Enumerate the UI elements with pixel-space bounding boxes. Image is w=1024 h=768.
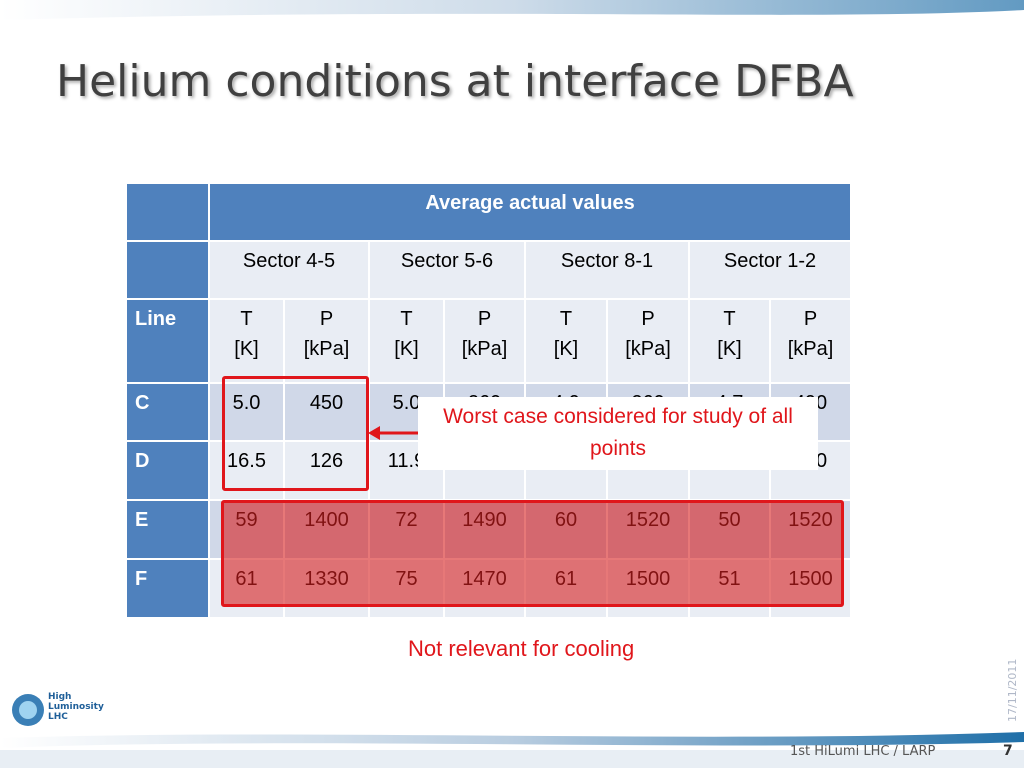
- unit-text: P: [477, 308, 492, 330]
- sector-header: Sector 4-5: [209, 241, 369, 299]
- row-label: E: [126, 500, 209, 559]
- unit-text: [K]: [394, 338, 419, 360]
- group-header: Average actual values: [209, 183, 851, 241]
- unit-text: T: [400, 308, 413, 330]
- value-cell: 5.0: [209, 383, 284, 441]
- corner-cell: [126, 241, 209, 299]
- highlight-overlay: [221, 500, 844, 607]
- value-cell: 450: [284, 383, 369, 441]
- footer-event: 1st HiLumi LHC / LARP: [790, 744, 936, 759]
- page-number: 7: [1003, 743, 1013, 759]
- row-label: D: [126, 441, 209, 500]
- value-cell: 11.9: [369, 441, 444, 500]
- unit-header: T [K]: [689, 299, 770, 383]
- note: Not relevant for cooling: [408, 636, 635, 661]
- unit-text: [kPa]: [625, 338, 671, 360]
- sector-header: Sector 5-6: [369, 241, 525, 299]
- unit-text: [kPa]: [461, 338, 508, 360]
- unit-text: P: [641, 308, 655, 330]
- unit-text: P: [319, 308, 334, 330]
- logo-text: LHC: [48, 712, 68, 722]
- unit-text: [K]: [234, 338, 259, 360]
- unit-header: T [K]: [369, 299, 444, 383]
- unit-header: P [kPa]: [284, 299, 369, 383]
- corner-cell: [126, 183, 209, 241]
- logo: High Luminosity LHC: [48, 692, 104, 722]
- unit-text: [kPa]: [303, 338, 350, 360]
- unit-text: [K]: [717, 338, 742, 360]
- unit-text: [K]: [553, 338, 579, 360]
- footer-date: 17/11/2011: [1006, 658, 1019, 722]
- row-label: C: [126, 383, 209, 441]
- unit-text: [kPa]: [787, 338, 834, 360]
- value-cell: 16.5: [209, 441, 284, 500]
- line-header: Line: [126, 299, 209, 383]
- logo-text: Luminosity: [48, 702, 104, 712]
- unit-header: T [K]: [525, 299, 607, 383]
- unit-header: P [kPa]: [607, 299, 689, 383]
- row-label: F: [126, 559, 209, 618]
- unit-header: P [kPa]: [770, 299, 851, 383]
- unit-header: P [kPa]: [444, 299, 525, 383]
- arrow: [368, 426, 420, 440]
- sector-header: Sector 8-1: [525, 241, 689, 299]
- highlight-outline: [222, 376, 369, 491]
- unit-header: T [K]: [209, 299, 284, 383]
- slide-title: Helium conditions at interface DFBA: [56, 56, 854, 107]
- unit-text: T: [240, 308, 253, 330]
- sector-header: Sector 1-2: [689, 241, 851, 299]
- logo-text: High: [48, 692, 72, 702]
- unit-text: T: [559, 308, 573, 330]
- unit-text: T: [723, 308, 736, 330]
- callout: Worst case considered for study of all p…: [418, 397, 818, 470]
- unit-text: P: [803, 308, 818, 330]
